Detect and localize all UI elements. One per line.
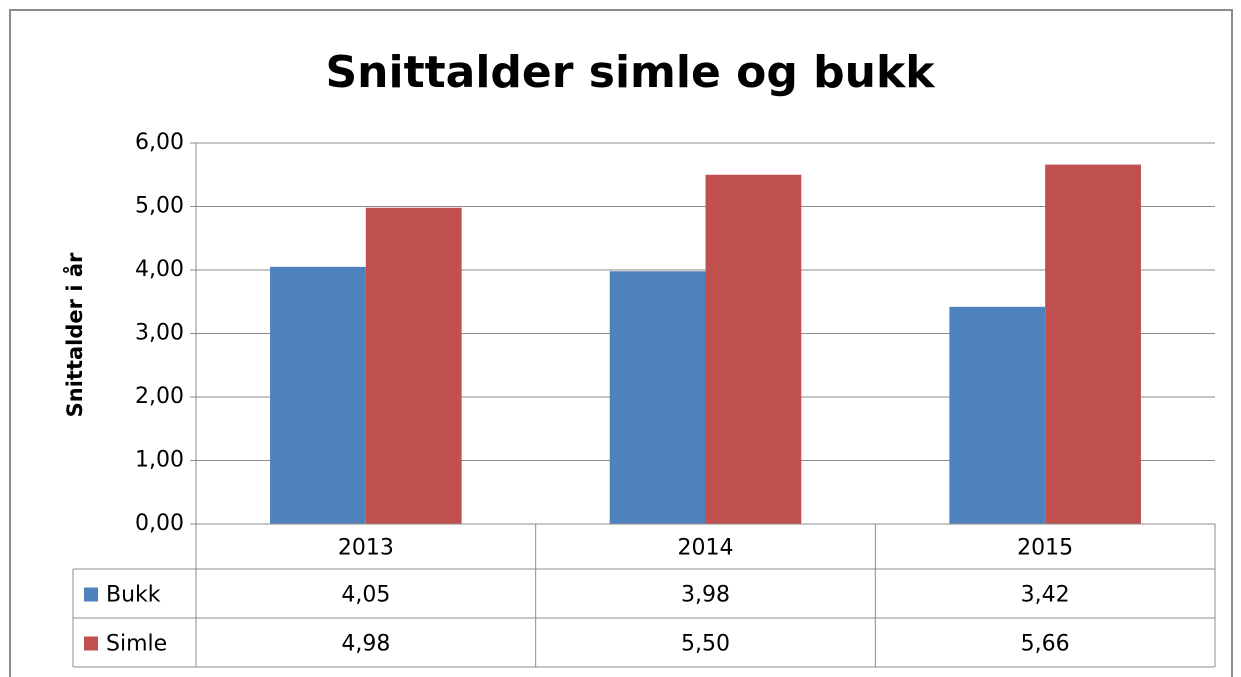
bar <box>609 271 706 524</box>
table-value: 5,50 <box>681 632 730 657</box>
table-value: 3,42 <box>1021 583 1070 608</box>
table-value: 5,66 <box>1021 632 1070 657</box>
bar <box>949 306 1046 524</box>
legend-label: Bukk <box>106 583 161 608</box>
bar <box>270 266 366 524</box>
table-value: 4,98 <box>341 632 390 657</box>
x-tick-label: 2013 <box>338 536 394 561</box>
y-tick-label: 2,00 <box>135 384 184 409</box>
y-tick-label: 1,00 <box>135 448 184 473</box>
y-tick-label: 4,00 <box>135 257 184 282</box>
bar <box>1045 164 1141 524</box>
y-tick-label: 0,00 <box>135 511 184 536</box>
x-tick-label: 2014 <box>678 536 734 561</box>
legend-label: Simle <box>106 632 167 657</box>
table-value: 4,05 <box>341 583 390 608</box>
bar <box>365 207 462 524</box>
x-tick-label: 2015 <box>1017 536 1073 561</box>
y-tick-label: 3,00 <box>135 321 184 346</box>
chart-title: Snittalder simle og bukk <box>325 47 936 98</box>
y-tick-label: 6,00 <box>135 130 184 155</box>
table-value: 3,98 <box>681 583 730 608</box>
legend-swatch <box>84 636 98 651</box>
bar <box>705 174 802 524</box>
legend-swatch <box>84 587 98 602</box>
y-axis-label: Snittalder i år <box>62 252 87 417</box>
y-tick-label: 5,00 <box>135 194 184 219</box>
